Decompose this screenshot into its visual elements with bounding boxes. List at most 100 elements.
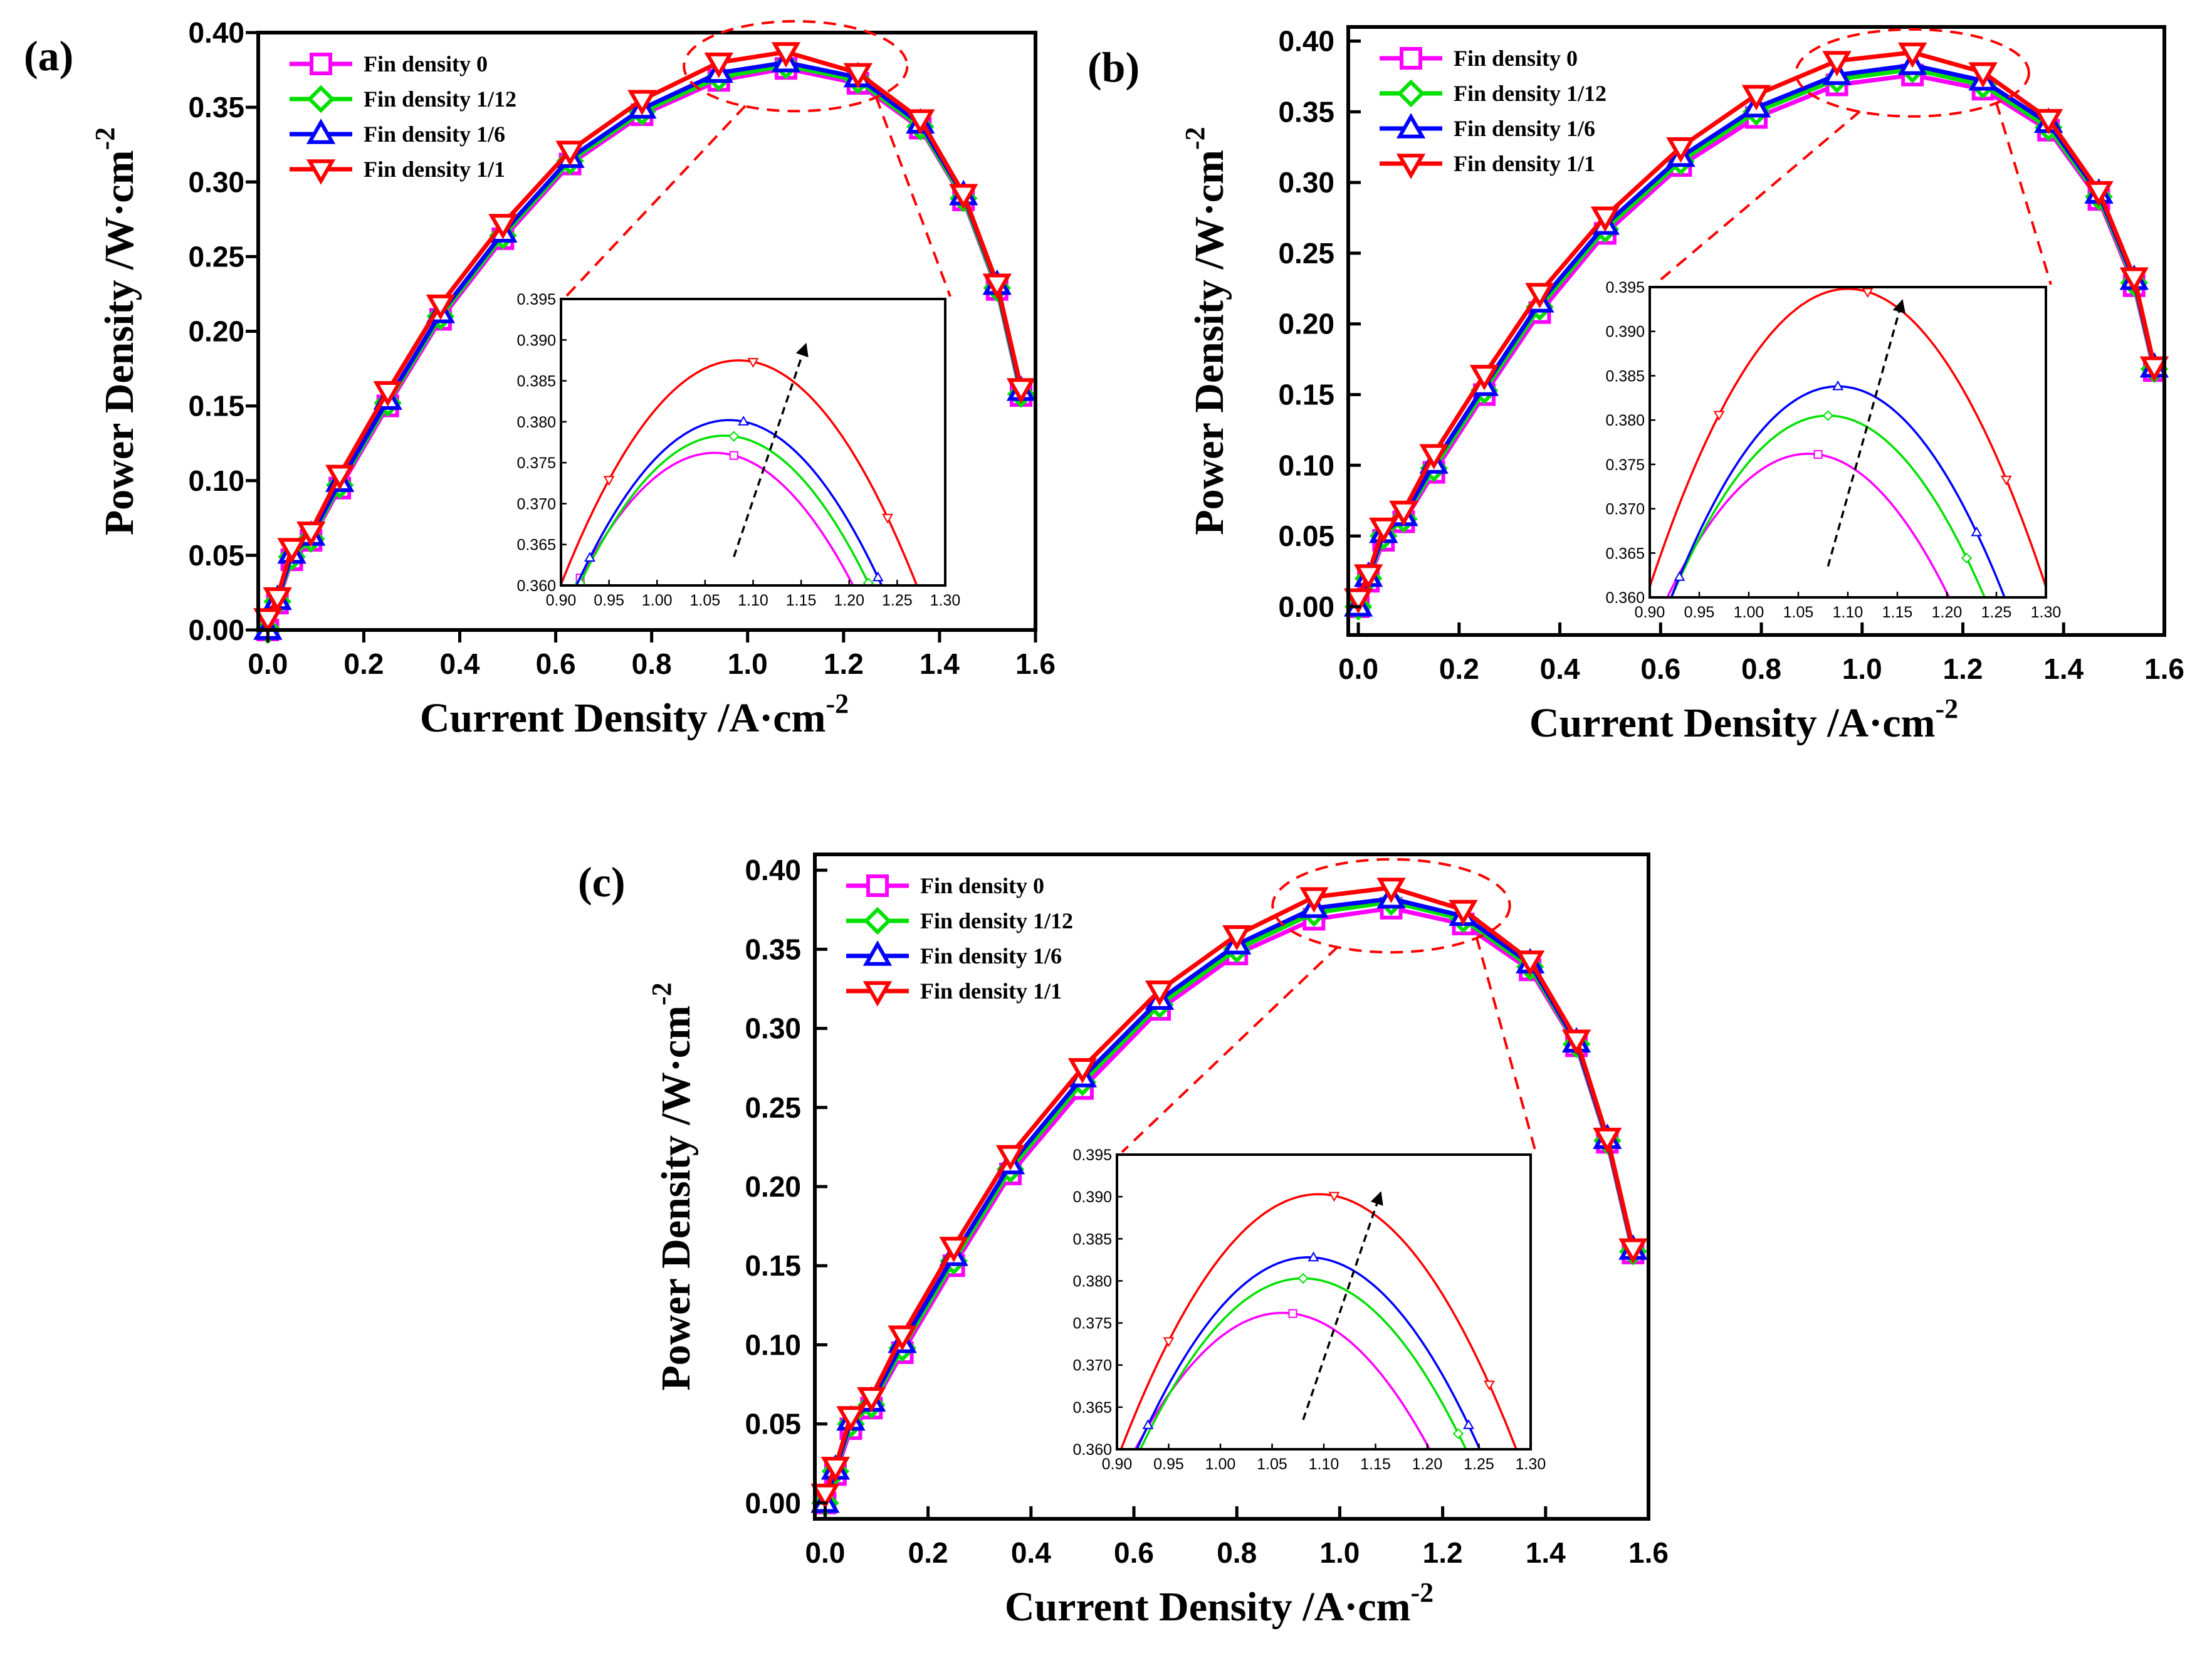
inset-y-tick-label: 0.370 [1605,501,1645,518]
inset-curve-fin-density-1-6 [1670,385,2006,597]
inset-data-point-fin-density-1-6 [1674,571,1685,581]
inset-data-point-fin-density-0 [1288,1309,1297,1318]
inset-data-point-fin-density-1-1 [1713,411,1725,421]
x-tick-label: 1.4 [1526,1536,1566,1569]
data-point-fin-density-1-1 [1516,950,1545,976]
data-point-fin-density-1-1 [263,587,292,613]
y-axis-title-text: Power Density /W·cm [97,150,142,535]
legend-marker [1397,79,1425,108]
inset-data-point-fin-density-1-12 [1452,1428,1464,1439]
zoom-connector-left [1654,110,1861,286]
inset-curve-fin-density-0 [1666,453,1951,597]
y-tick-label: 0.15 [1278,379,1334,411]
y-tick-label: 0.15 [188,390,244,422]
inset-y-tick-label: 0.360 [1072,1441,1112,1459]
data-point-fin-density-1-1 [1469,365,1499,391]
y-tick-label: 0.25 [188,240,244,273]
inset-x-tick-label: 1.10 [738,592,768,609]
inset-data-point-fin-density-1-1 [2000,475,2012,486]
inset-y-tick-label: 0.390 [1605,323,1645,341]
y-axis-title: Power Density /W·cm-2 [646,982,699,1390]
legend-label: Fin density 1/1 [920,978,1062,1004]
data-point-fin-density-1-1 [2139,356,2169,382]
data-point-fin-density-1-1 [843,63,873,89]
data-point-fin-density-1-1 [1353,564,1383,590]
legend-marker [310,53,332,75]
inset-x-tick-label: 1.00 [642,592,673,609]
zoom-connector-right [1475,936,1537,1153]
plot-frame [1346,25,2166,637]
zoom-connector-left [1121,945,1339,1153]
x-axis-title-text: Current Density /A·cm [420,695,826,741]
data-point-fin-density-1-1 [836,1406,866,1432]
x-axis-title-text: Current Density /A·cm [1005,1584,1411,1630]
panel-label: (c) [578,858,625,906]
data-point-fin-density-1-1 [1897,42,1927,68]
chart-panel-2: (b)0.0 0.2 0.4 0.6 0.8 1.0 1.2 1.4 1.60.000.050.… [1088,25,2184,746]
x-axis-title: Current Density /A·cm-2 [1529,693,1958,746]
inset-data-point-fin-density-1-12 [1961,552,1973,564]
inset-x-tick-label: 1.20 [1412,1456,1443,1473]
legend-marker [1400,47,1422,70]
data-point-fin-density-1-1 [426,294,456,320]
data-point-fin-density-1-1 [939,1237,968,1262]
inset-data-point-fin-density-1-1 [747,358,759,368]
x-tick-label: 1.6 [1628,1536,1669,1569]
y-axis-title: Power Density /W·cm-2 [90,127,142,535]
legend-marker [307,85,335,113]
y-tick-label: 0.10 [188,464,244,497]
y-tick-label: 0.00 [1278,590,1334,623]
data-point-fin-density-1-1 [1376,878,1406,903]
inset-y-tick-label: 0.365 [1605,545,1645,562]
y-tick-label: 0.00 [745,1487,801,1519]
inset-background [1117,1155,1531,1449]
data-point-fin-density-1-1 [1222,925,1252,951]
data-point-fin-density-1-1 [1741,85,1771,111]
legend-label: Fin density 1/6 [364,122,505,147]
data-point-fin-density-1-1 [627,90,657,116]
x-tick-label: 1.0 [1842,653,1882,685]
x-tick-label: 1.6 [2144,653,2184,685]
panel-label: (a) [24,32,73,80]
inset-y-tick-label: 0.365 [516,537,556,554]
legend-marker [866,874,889,897]
legend: Fin density 0 Fin density 1/12 Fin density… [846,873,1073,1007]
legend-marker [862,940,893,966]
series-group [1343,42,2169,621]
data-point-fin-density-1-1 [704,52,733,78]
zoom-connector-right [1994,102,2052,285]
y-tick-label: 0.05 [188,539,244,572]
inset-x-tick-label: 1.10 [1309,1456,1339,1473]
legend-label: Fin density 1/6 [920,943,1062,968]
y-tick-label: 0.05 [1278,520,1334,552]
inset-x-tick-label: 1.25 [1981,604,2012,621]
inset-x-tick-label: 1.30 [930,592,961,609]
y-tick-label: 0.10 [1278,449,1334,481]
legend-marker [1396,113,1426,139]
inset-x-tick-label: 1.30 [2031,604,2062,621]
panels: (a)0.0 0.2 0.4 0.6 0.8 1.0 1.2 1.4 1.60.000.050.… [24,16,2184,1630]
inset-y-tick-label: 0.375 [1072,1315,1112,1333]
inset-x-tick-label: 0.90 [546,592,577,609]
series-group [253,42,1036,644]
x-tick-label: 0.0 [248,648,288,680]
x-tick-label: 0.0 [1338,653,1378,685]
chart-panel-1: (a)0.0 0.2 0.4 0.6 0.8 1.0 1.2 1.4 1.60.000.050.… [24,16,1056,741]
y-tick-label: 0.10 [745,1328,801,1361]
inset-data-point-fin-density-1-6 [738,416,750,426]
inset-y-tick-label: 0.375 [516,454,556,472]
legend-marker [1396,154,1426,179]
x-axis-title-exponent: -2 [1936,693,1959,724]
y-tick-label: 0.35 [188,91,244,123]
x-tick-label: 0.8 [632,648,672,680]
inset-x-tick-label: 1.20 [834,592,864,609]
y-tick-label: 0.35 [1278,95,1334,128]
data-point-fin-density-1-1 [1525,283,1554,308]
inset-data-point-fin-density-1-1 [1328,1192,1340,1202]
y-tick-label: 0.15 [745,1249,801,1282]
data-point-fin-density-1-1 [1419,444,1449,470]
data-point-fin-density-1-1 [906,109,935,135]
x-tick-label: 1.0 [1319,1536,1360,1569]
inset-x-tick-label: 0.90 [1102,1456,1133,1473]
